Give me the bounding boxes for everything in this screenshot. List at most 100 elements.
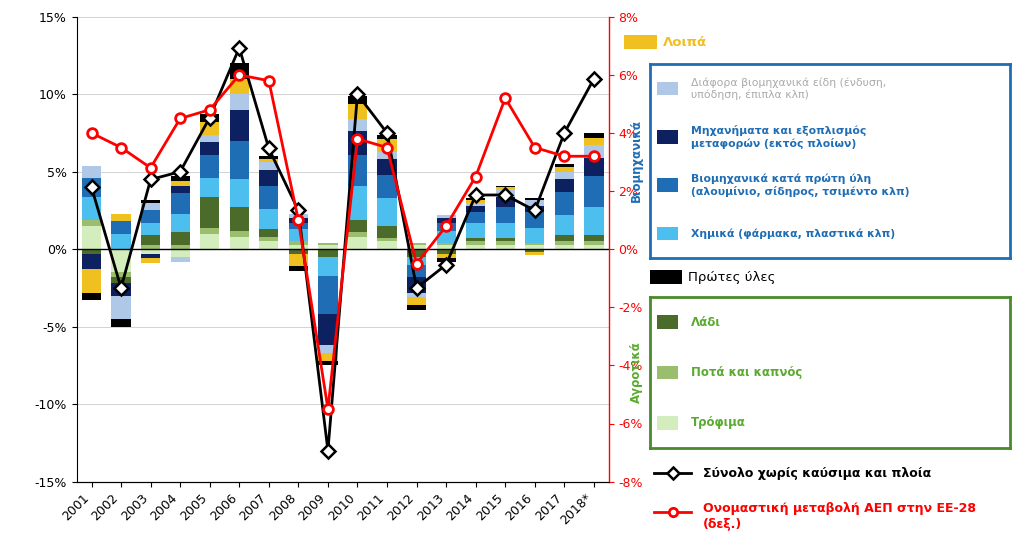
Bar: [466, 212, 485, 223]
Bar: [407, 249, 427, 257]
Bar: [437, 218, 455, 223]
Bar: [112, 296, 131, 319]
Bar: [437, 231, 455, 243]
Bar: [141, 259, 161, 263]
Bar: [259, 170, 278, 186]
Text: Μηχανήματα και εξοπλισμός
μεταφορών (εκτός πλοίων): Μηχανήματα και εξοπλισμός μεταφορών (εκτ…: [691, 125, 866, 149]
Bar: [554, 245, 574, 249]
Bar: [259, 162, 278, 170]
Bar: [525, 206, 544, 212]
Bar: [112, 249, 131, 273]
Bar: [466, 203, 485, 206]
Bar: [112, 221, 131, 234]
Bar: [112, 213, 131, 221]
Bar: [348, 132, 367, 155]
Bar: [82, 254, 101, 269]
Bar: [201, 227, 219, 234]
Bar: [584, 146, 604, 158]
Bar: [171, 232, 189, 245]
Bar: [288, 245, 308, 249]
Bar: [554, 235, 574, 241]
Bar: [377, 160, 397, 175]
Bar: [466, 241, 485, 245]
Text: Βιομηχανικά: Βιομηχανικά: [630, 119, 642, 203]
Bar: [348, 119, 367, 132]
Bar: [657, 227, 678, 240]
Bar: [657, 416, 678, 430]
Bar: [584, 138, 604, 146]
Bar: [525, 199, 544, 206]
Text: Διάφορα βιομηχανικά είδη (ένδυση,
υπόδηση, έπιπλα κλπ): Διάφορα βιομηχανικά είδη (ένδυση, υπόδησ…: [691, 77, 886, 100]
Bar: [554, 180, 574, 192]
Bar: [495, 223, 515, 239]
Bar: [141, 199, 161, 203]
Bar: [554, 164, 574, 167]
Bar: [377, 139, 397, 152]
Bar: [554, 192, 574, 215]
Text: Ονομαστική μεταβολή ΑΕΠ στην ΕΕ-28
(δεξ.): Ονομαστική μεταβολή ΑΕΠ στην ΕΕ-28 (δεξ.…: [703, 502, 976, 531]
Bar: [377, 198, 397, 226]
Bar: [407, 265, 427, 277]
Bar: [259, 241, 278, 249]
Bar: [229, 237, 249, 249]
Text: Λάδι: Λάδι: [691, 315, 721, 329]
Bar: [437, 223, 455, 231]
Bar: [466, 199, 485, 203]
Bar: [259, 156, 278, 160]
Bar: [525, 198, 544, 199]
Bar: [657, 366, 678, 379]
Bar: [259, 186, 278, 209]
Bar: [657, 82, 678, 95]
Bar: [495, 207, 515, 223]
Bar: [288, 254, 308, 266]
Bar: [466, 198, 485, 199]
Bar: [525, 243, 544, 245]
Bar: [657, 315, 678, 329]
Bar: [437, 259, 455, 262]
Bar: [288, 229, 308, 241]
Bar: [525, 253, 544, 255]
Bar: [495, 187, 515, 189]
Bar: [201, 197, 219, 227]
Bar: [141, 203, 161, 211]
Bar: [82, 269, 101, 292]
Bar: [584, 235, 604, 241]
Bar: [525, 212, 544, 227]
Bar: [229, 180, 249, 207]
Bar: [348, 232, 367, 237]
Text: Λοιπά: Λοιπά: [663, 35, 707, 49]
Text: Τρόφιμα: Τρόφιμα: [691, 416, 746, 430]
Bar: [141, 223, 161, 235]
Bar: [377, 239, 397, 241]
Bar: [201, 178, 219, 197]
Bar: [82, 166, 101, 178]
Bar: [201, 155, 219, 178]
Bar: [288, 223, 308, 229]
Bar: [229, 231, 249, 237]
Text: Ποτά και καπνός: Ποτά και καπνός: [691, 366, 802, 379]
Bar: [584, 158, 604, 176]
Bar: [171, 181, 189, 186]
Bar: [584, 133, 604, 138]
Bar: [171, 213, 189, 232]
Bar: [229, 207, 249, 231]
Bar: [318, 257, 338, 276]
Bar: [495, 186, 515, 187]
Bar: [407, 292, 427, 297]
Bar: [377, 226, 397, 239]
Bar: [201, 134, 219, 142]
Bar: [377, 175, 397, 198]
Bar: [495, 241, 515, 245]
Bar: [201, 122, 219, 134]
Bar: [466, 206, 485, 212]
Bar: [288, 218, 308, 223]
Bar: [377, 241, 397, 249]
Bar: [437, 254, 455, 259]
Bar: [82, 178, 101, 197]
Bar: [525, 249, 544, 253]
Bar: [229, 94, 249, 110]
Bar: [318, 243, 338, 245]
Bar: [171, 249, 189, 257]
Bar: [318, 276, 338, 314]
Bar: [466, 245, 485, 249]
